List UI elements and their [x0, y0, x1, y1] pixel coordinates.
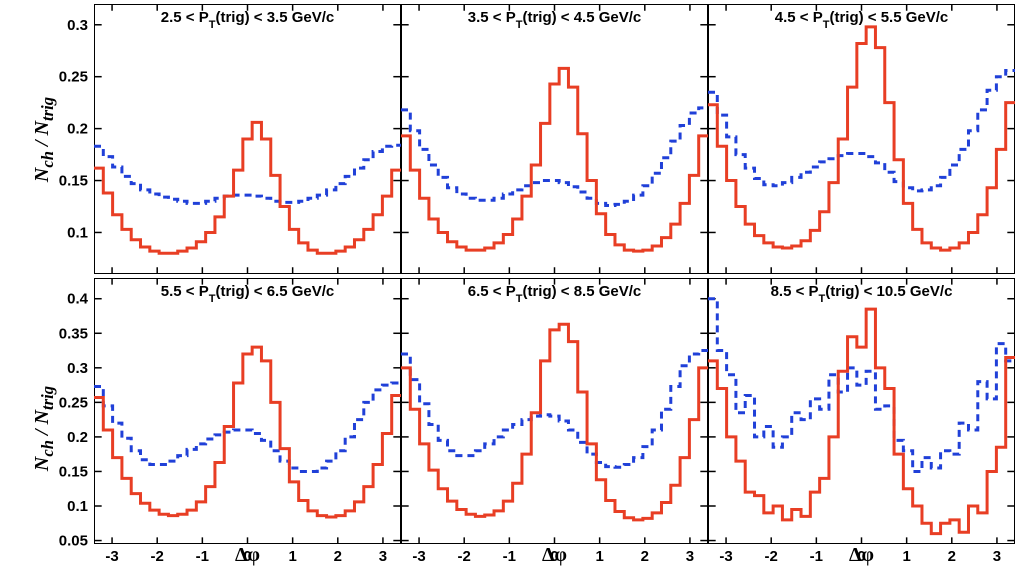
x-axis-labels: ΔφΔφΔφ [94, 544, 1015, 578]
chart-panel: 0.10.150.20.250.32.5 < PT(trig) < 3.5 Ge… [94, 4, 401, 274]
svg-text:0.15: 0.15 [59, 173, 88, 190]
chart-panel: -3-2-101238.5 < PT(trig) < 10.5 GeV/c [708, 278, 1015, 544]
svg-text:0.1: 0.1 [67, 224, 88, 241]
svg-text:0.25: 0.25 [59, 394, 88, 411]
panel-overlay: -3-2-101236.5 < PT(trig) < 8.5 GeV/c [401, 278, 708, 544]
panel-overlay: 3.5 < PT(trig) < 4.5 GeV/c [401, 4, 708, 274]
top-panels: 0.10.150.20.250.32.5 < PT(trig) < 3.5 Ge… [94, 4, 1015, 274]
panel-overlay: 0.050.10.150.20.250.30.350.4-3-2-101235.… [94, 278, 401, 544]
svg-text:4.5 < PT(trig) < 5.5 GeV/c: 4.5 < PT(trig) < 5.5 GeV/c [775, 9, 949, 31]
x-axis-label: Δφ [401, 544, 708, 578]
top-row: Nch / Ntrig 0.10.150.20.250.32.5 < PT(tr… [30, 4, 1019, 274]
svg-text:0.15: 0.15 [59, 463, 88, 480]
chart-panel: -3-2-101236.5 < PT(trig) < 8.5 GeV/c [401, 278, 708, 544]
svg-text:0.35: 0.35 [59, 325, 88, 342]
panel-overlay: -3-2-101238.5 < PT(trig) < 10.5 GeV/c [708, 278, 1015, 544]
panel-overlay: 4.5 < PT(trig) < 5.5 GeV/c [708, 4, 1015, 274]
svg-text:6.5 < PT(trig) < 8.5 GeV/c: 6.5 < PT(trig) < 8.5 GeV/c [468, 283, 642, 305]
bottom-row: Nch / Ntrig 0.050.10.150.20.250.30.350.4… [30, 278, 1019, 578]
panel-overlay: 0.10.150.20.250.32.5 < PT(trig) < 3.5 Ge… [94, 4, 401, 274]
svg-text:8.5 < PT(trig) < 10.5 GeV/c: 8.5 < PT(trig) < 10.5 GeV/c [771, 283, 953, 305]
chart-panel: 4.5 < PT(trig) < 5.5 GeV/c [708, 4, 1015, 274]
svg-text:0.3: 0.3 [67, 360, 88, 377]
svg-text:0.2: 0.2 [67, 429, 88, 446]
svg-text:5.5 < PT(trig) < 6.5 GeV/c: 5.5 < PT(trig) < 6.5 GeV/c [161, 283, 335, 305]
svg-text:0.25: 0.25 [59, 69, 88, 86]
svg-text:0.2: 0.2 [67, 121, 88, 138]
svg-text:3.5 < PT(trig) < 4.5 GeV/c: 3.5 < PT(trig) < 4.5 GeV/c [468, 9, 642, 31]
svg-text:0.05: 0.05 [59, 533, 88, 550]
svg-text:0.3: 0.3 [67, 17, 88, 34]
y-axis-label-top: Nch / Ntrig [30, 4, 60, 274]
bottom-panels: 0.050.10.150.20.250.30.350.4-3-2-101235.… [94, 278, 1015, 544]
x-axis-label: Δφ [708, 544, 1015, 578]
svg-text:2.5 < PT(trig) < 3.5 GeV/c: 2.5 < PT(trig) < 3.5 GeV/c [161, 9, 335, 31]
y-axis-label-bottom: Nch / Ntrig [30, 278, 60, 578]
figure: Nch / Ntrig 0.10.150.20.250.32.5 < PT(tr… [0, 0, 1023, 582]
chart-panel: 3.5 < PT(trig) < 4.5 GeV/c [401, 4, 708, 274]
svg-text:0.4: 0.4 [67, 291, 89, 308]
x-axis-label: Δφ [94, 544, 401, 578]
svg-text:0.1: 0.1 [67, 498, 88, 515]
chart-panel: 0.050.10.150.20.250.30.350.4-3-2-101235.… [94, 278, 401, 544]
